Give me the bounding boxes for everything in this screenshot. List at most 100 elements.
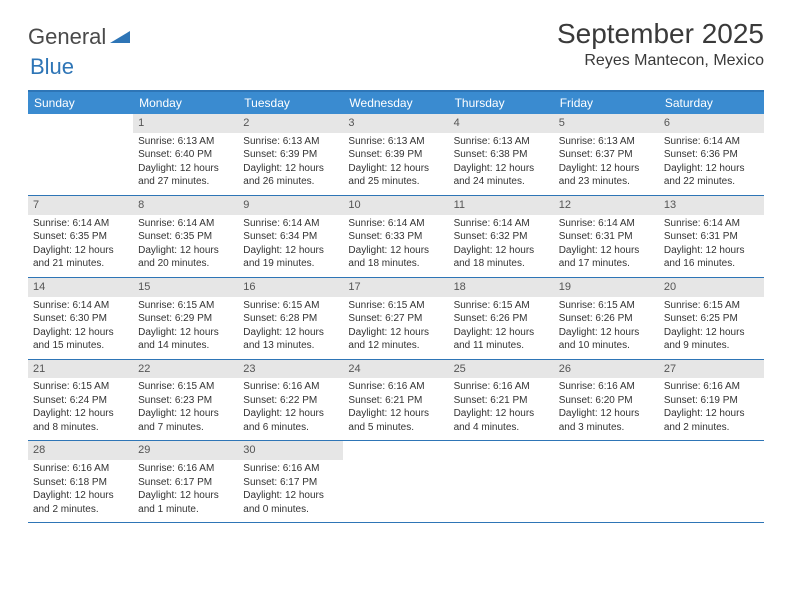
day-number: 12 xyxy=(554,196,659,215)
daylight-text: Daylight: 12 hours and 6 minutes. xyxy=(243,407,338,434)
day-body: Sunrise: 6:16 AMSunset: 6:19 PMDaylight:… xyxy=(659,378,764,440)
location: Reyes Mantecon, Mexico xyxy=(557,52,764,70)
day-cell: 11Sunrise: 6:14 AMSunset: 6:32 PMDayligh… xyxy=(449,196,554,277)
day-body: Sunrise: 6:16 AMSunset: 6:17 PMDaylight:… xyxy=(133,460,238,522)
daylight-text: Daylight: 12 hours and 21 minutes. xyxy=(33,244,128,271)
logo: General xyxy=(28,18,130,50)
sunrise-text: Sunrise: 6:16 AM xyxy=(348,380,443,394)
day-number: 21 xyxy=(28,360,133,379)
weekday-header: Saturday xyxy=(659,92,764,114)
logo-text-b: Blue xyxy=(30,54,74,79)
day-body: Sunrise: 6:14 AMSunset: 6:34 PMDaylight:… xyxy=(238,215,343,277)
day-body: Sunrise: 6:15 AMSunset: 6:26 PMDaylight:… xyxy=(554,297,659,359)
sunset-text: Sunset: 6:30 PM xyxy=(33,312,128,326)
weekday-header: Sunday xyxy=(28,92,133,114)
sunrise-text: Sunrise: 6:16 AM xyxy=(559,380,654,394)
day-cell: 24Sunrise: 6:16 AMSunset: 6:21 PMDayligh… xyxy=(343,360,448,441)
sunrise-text: Sunrise: 6:16 AM xyxy=(138,462,233,476)
logo-triangle-icon xyxy=(110,29,130,45)
daylight-text: Daylight: 12 hours and 8 minutes. xyxy=(33,407,128,434)
sunrise-text: Sunrise: 6:14 AM xyxy=(664,135,759,149)
sunrise-text: Sunrise: 6:14 AM xyxy=(664,217,759,231)
day-body: Sunrise: 6:15 AMSunset: 6:28 PMDaylight:… xyxy=(238,297,343,359)
sunset-text: Sunset: 6:19 PM xyxy=(664,394,759,408)
daylight-text: Daylight: 12 hours and 10 minutes. xyxy=(559,326,654,353)
day-body: Sunrise: 6:16 AMSunset: 6:20 PMDaylight:… xyxy=(554,378,659,440)
day-cell xyxy=(28,114,133,195)
day-cell: 22Sunrise: 6:15 AMSunset: 6:23 PMDayligh… xyxy=(133,360,238,441)
daylight-text: Daylight: 12 hours and 1 minute. xyxy=(138,489,233,516)
daylight-text: Daylight: 12 hours and 18 minutes. xyxy=(454,244,549,271)
day-body: Sunrise: 6:13 AMSunset: 6:37 PMDaylight:… xyxy=(554,133,659,195)
sunset-text: Sunset: 6:35 PM xyxy=(33,230,128,244)
day-body: Sunrise: 6:14 AMSunset: 6:35 PMDaylight:… xyxy=(28,215,133,277)
day-body: Sunrise: 6:14 AMSunset: 6:32 PMDaylight:… xyxy=(449,215,554,277)
week-row: 14Sunrise: 6:14 AMSunset: 6:30 PMDayligh… xyxy=(28,278,764,360)
week-row: 21Sunrise: 6:15 AMSunset: 6:24 PMDayligh… xyxy=(28,360,764,442)
day-body: Sunrise: 6:14 AMSunset: 6:33 PMDaylight:… xyxy=(343,215,448,277)
day-number: 14 xyxy=(28,278,133,297)
day-body: Sunrise: 6:13 AMSunset: 6:39 PMDaylight:… xyxy=(238,133,343,195)
day-body: Sunrise: 6:15 AMSunset: 6:25 PMDaylight:… xyxy=(659,297,764,359)
day-body: Sunrise: 6:14 AMSunset: 6:31 PMDaylight:… xyxy=(659,215,764,277)
day-body: Sunrise: 6:16 AMSunset: 6:18 PMDaylight:… xyxy=(28,460,133,522)
sunset-text: Sunset: 6:28 PM xyxy=(243,312,338,326)
day-number: 17 xyxy=(343,278,448,297)
day-cell: 23Sunrise: 6:16 AMSunset: 6:22 PMDayligh… xyxy=(238,360,343,441)
day-number: 18 xyxy=(449,278,554,297)
day-number: 2 xyxy=(238,114,343,133)
sunrise-text: Sunrise: 6:14 AM xyxy=(138,217,233,231)
weekday-header: Friday xyxy=(554,92,659,114)
sunset-text: Sunset: 6:39 PM xyxy=(243,148,338,162)
day-number: 4 xyxy=(449,114,554,133)
day-cell: 25Sunrise: 6:16 AMSunset: 6:21 PMDayligh… xyxy=(449,360,554,441)
day-cell: 1Sunrise: 6:13 AMSunset: 6:40 PMDaylight… xyxy=(133,114,238,195)
weekday-header: Thursday xyxy=(449,92,554,114)
sunset-text: Sunset: 6:40 PM xyxy=(138,148,233,162)
sunset-text: Sunset: 6:18 PM xyxy=(33,476,128,490)
day-number: 1 xyxy=(133,114,238,133)
day-cell: 20Sunrise: 6:15 AMSunset: 6:25 PMDayligh… xyxy=(659,278,764,359)
day-body: Sunrise: 6:13 AMSunset: 6:38 PMDaylight:… xyxy=(449,133,554,195)
daylight-text: Daylight: 12 hours and 25 minutes. xyxy=(348,162,443,189)
day-cell: 9Sunrise: 6:14 AMSunset: 6:34 PMDaylight… xyxy=(238,196,343,277)
daylight-text: Daylight: 12 hours and 23 minutes. xyxy=(559,162,654,189)
day-cell: 17Sunrise: 6:15 AMSunset: 6:27 PMDayligh… xyxy=(343,278,448,359)
sunrise-text: Sunrise: 6:15 AM xyxy=(664,299,759,313)
day-cell: 13Sunrise: 6:14 AMSunset: 6:31 PMDayligh… xyxy=(659,196,764,277)
day-number: 9 xyxy=(238,196,343,215)
sunrise-text: Sunrise: 6:14 AM xyxy=(559,217,654,231)
day-number: 5 xyxy=(554,114,659,133)
sunrise-text: Sunrise: 6:14 AM xyxy=(348,217,443,231)
sunrise-text: Sunrise: 6:16 AM xyxy=(454,380,549,394)
sunrise-text: Sunrise: 6:14 AM xyxy=(33,217,128,231)
daylight-text: Daylight: 12 hours and 3 minutes. xyxy=(559,407,654,434)
sunset-text: Sunset: 6:34 PM xyxy=(243,230,338,244)
day-cell: 27Sunrise: 6:16 AMSunset: 6:19 PMDayligh… xyxy=(659,360,764,441)
day-body: Sunrise: 6:15 AMSunset: 6:29 PMDaylight:… xyxy=(133,297,238,359)
day-cell: 14Sunrise: 6:14 AMSunset: 6:30 PMDayligh… xyxy=(28,278,133,359)
sunset-text: Sunset: 6:32 PM xyxy=(454,230,549,244)
sunrise-text: Sunrise: 6:15 AM xyxy=(243,299,338,313)
weekday-header: Wednesday xyxy=(343,92,448,114)
sunrise-text: Sunrise: 6:13 AM xyxy=(348,135,443,149)
sunset-text: Sunset: 6:25 PM xyxy=(664,312,759,326)
sunset-text: Sunset: 6:38 PM xyxy=(454,148,549,162)
day-cell: 15Sunrise: 6:15 AMSunset: 6:29 PMDayligh… xyxy=(133,278,238,359)
day-number: 10 xyxy=(343,196,448,215)
day-body: Sunrise: 6:16 AMSunset: 6:22 PMDaylight:… xyxy=(238,378,343,440)
sunset-text: Sunset: 6:29 PM xyxy=(138,312,233,326)
sunrise-text: Sunrise: 6:13 AM xyxy=(138,135,233,149)
week-row: 28Sunrise: 6:16 AMSunset: 6:18 PMDayligh… xyxy=(28,441,764,523)
week-row: 7Sunrise: 6:14 AMSunset: 6:35 PMDaylight… xyxy=(28,196,764,278)
sunrise-text: Sunrise: 6:16 AM xyxy=(33,462,128,476)
day-cell: 18Sunrise: 6:15 AMSunset: 6:26 PMDayligh… xyxy=(449,278,554,359)
sunset-text: Sunset: 6:31 PM xyxy=(664,230,759,244)
day-number: 25 xyxy=(449,360,554,379)
day-number: 15 xyxy=(133,278,238,297)
daylight-text: Daylight: 12 hours and 20 minutes. xyxy=(138,244,233,271)
sunset-text: Sunset: 6:36 PM xyxy=(664,148,759,162)
sunset-text: Sunset: 6:26 PM xyxy=(559,312,654,326)
day-number: 30 xyxy=(238,441,343,460)
sunset-text: Sunset: 6:39 PM xyxy=(348,148,443,162)
